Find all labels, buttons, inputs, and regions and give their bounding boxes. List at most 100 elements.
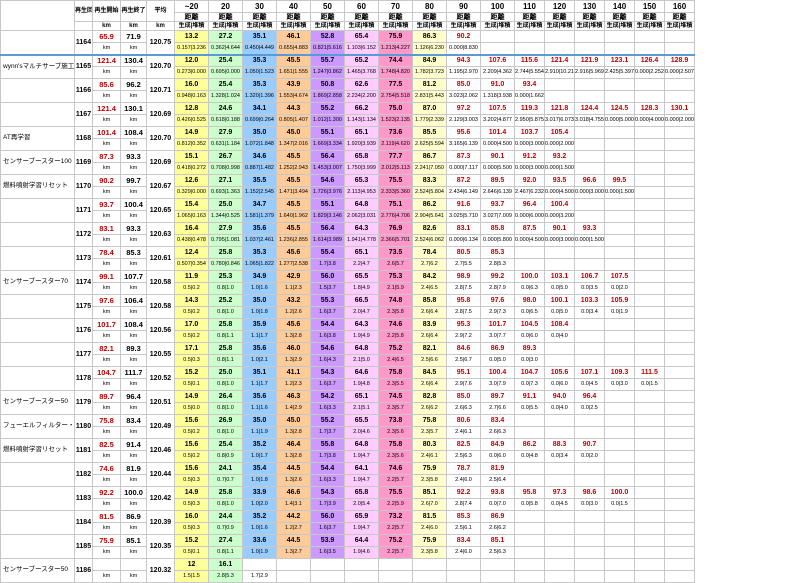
distance-cell: 35.6	[242, 390, 277, 403]
gen-accum-cell: 0.5|0.3	[174, 354, 209, 367]
distance-header: 距離	[208, 12, 243, 22]
gen-accum-cell: 2.2|5.7	[378, 474, 413, 487]
distance-cell: 35.9	[242, 318, 277, 331]
gen-accum-cell	[634, 162, 665, 175]
distance-cell	[604, 222, 635, 235]
distance-cell	[634, 318, 665, 331]
distance-cell	[574, 246, 605, 259]
regen-end: 86.9	[120, 510, 147, 523]
gen-accum-cell: 1.6|3.3	[310, 474, 345, 487]
gen-accum-cell: 1.782|3.723	[412, 66, 447, 79]
km-unit: km	[92, 570, 121, 583]
distance-cell: 93.3	[574, 222, 605, 235]
gen-accum-cell: 0.655|4.883	[276, 42, 311, 55]
gen-accum-cell: 2.8|7.9	[480, 282, 515, 295]
gen-accum-cell: 0.0|2.5	[574, 402, 605, 415]
distance-cell: 27.9	[208, 222, 243, 235]
gen-accum-cell: 0.699|0.264	[242, 114, 277, 127]
regen-start: 82.5	[92, 438, 121, 451]
speed-header-0: ~20	[174, 0, 209, 13]
gen-accum-cell: 1.6|3.8	[310, 330, 345, 343]
data-row: センサーブースター50 1179 89.7 96.4 120.51 14.9 26.4 35.…	[0, 390, 695, 415]
gen-accum-cell: 1.3|2.8	[276, 426, 311, 439]
distance-cell: 87.5	[514, 222, 545, 235]
gen-accum-cell: 2.234|2.200	[344, 90, 379, 103]
gen-accum-cell: 2.2|5.7	[378, 546, 413, 559]
distance-cell: 45.5	[276, 54, 311, 67]
km-unit: km	[120, 138, 147, 151]
data-row: 1184 81.5 86.9 120.39 16.0 24.4 35.2 44.2 56.0 65…	[0, 510, 695, 535]
gen-accum-cell: 2.6|6.4	[412, 378, 447, 391]
distance-cell: 86.9	[480, 342, 515, 355]
average-value: 120.51	[146, 390, 175, 415]
distance-cell: 13.2	[174, 30, 209, 43]
gen-accum-cell	[664, 306, 695, 319]
data-row-sub: km km 0.5|0.2 0.8|1.0 1.0|1.8 1.2|2.6 1.6|3.7 2…	[1, 306, 695, 319]
row-note	[0, 486, 75, 511]
row-note	[0, 510, 75, 535]
gen-accum-cell: 0.5|0.3	[174, 498, 209, 511]
speed-header-11: 120	[544, 0, 575, 13]
gen-accum-cell: 2.209|4.362	[480, 66, 515, 79]
distance-cell: 81.2	[412, 78, 447, 91]
distance-cell: 126.4	[634, 54, 665, 67]
regen-end: 130.4	[120, 54, 147, 67]
distance-cell: 25.3	[208, 270, 243, 283]
distance-cell	[604, 510, 635, 523]
distance-cell: 85.8	[480, 222, 515, 235]
average-value: 120.35	[146, 534, 175, 559]
gen-accum-cell: 0.0|3.0	[514, 354, 545, 367]
regen-start: 65.9	[92, 30, 121, 43]
distance-cell	[604, 246, 635, 259]
gen-accum-cell: 2.5|6.7	[446, 354, 481, 367]
gen-accum-cell: 2.129|3.003	[446, 114, 481, 127]
km-unit: km	[92, 90, 121, 103]
gen-accum-cell: 0.000|7.117	[446, 162, 481, 175]
distance-cell: 65.8	[344, 486, 379, 499]
distance-cell: 15.2	[174, 366, 209, 379]
regen-id: 1173	[74, 246, 93, 271]
distance-cell: 64.3	[344, 318, 379, 331]
distance-cell: 55.1	[310, 198, 345, 211]
distance-cell: 75.9	[412, 462, 447, 475]
gen-accum-cell	[574, 90, 605, 103]
distance-cell: 84.9	[480, 438, 515, 451]
gen-accum-cell: 2.904|5.641	[412, 210, 447, 223]
distance-cell: 65.5	[344, 270, 379, 283]
distance-cell: 64.1	[344, 462, 379, 475]
distance-cell: 87.2	[446, 174, 481, 187]
km-unit: km	[92, 450, 121, 463]
gen-accum-cell: 1.195|2.970	[446, 66, 481, 79]
distance-cell: 56.0	[310, 510, 345, 523]
km-unit: km	[92, 21, 121, 31]
gen-accum-cell: 0.0|1.5	[634, 378, 665, 391]
distance-cell: 41.1	[276, 366, 311, 379]
distance-cell: 54.4	[310, 318, 345, 331]
gen-accum-cell: 0.0|3.0	[604, 378, 635, 391]
distance-cell: 74.5	[378, 390, 413, 403]
gen-accum-cell	[664, 258, 695, 271]
gen-accum-cell	[544, 90, 575, 103]
gen-accum-cell: 0.000|6.134	[446, 234, 481, 247]
gen-accum-cell: 2.910|10.217	[544, 66, 575, 79]
regen-end: 106.4	[120, 294, 147, 307]
distance-cell: 27.1	[208, 174, 243, 187]
distance-cell	[634, 510, 665, 523]
gen-accum-cell	[634, 546, 665, 559]
gen-accum-cell: 0.157|3.236	[174, 42, 209, 55]
distance-cell: 25.8	[208, 342, 243, 355]
distance-cell: 93.5	[544, 174, 575, 187]
gen-accum-cell: 0.5|0.2	[174, 330, 209, 343]
gen-accum-cell	[604, 234, 635, 247]
distance-cell: 88.3	[544, 438, 575, 451]
distance-cell: 45.6	[276, 246, 311, 259]
gen-accum-cell: 2.831|5.443	[412, 90, 447, 103]
regen-id: 1184	[74, 510, 93, 535]
data-row-sub: km km 0.5|0.2 0.8|1.1 1.1|1.7 1.3|2.8 1.6|3.8 1…	[1, 330, 695, 343]
gen-accum-header: 生成|堆積	[378, 21, 413, 31]
average-value: 120.44	[146, 462, 175, 487]
km-unit: km	[92, 378, 121, 391]
gen-accum-cell: 3.018|4.755	[574, 114, 605, 127]
gen-accum-cell: 1.6|3.7	[310, 306, 345, 319]
distance-cell: 55.2	[310, 102, 345, 115]
